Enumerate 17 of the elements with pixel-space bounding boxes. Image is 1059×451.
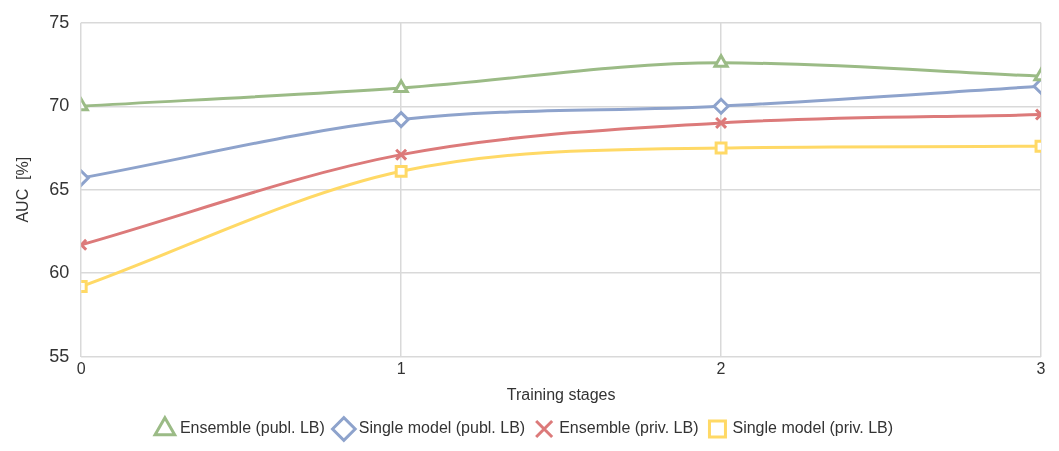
x-axis-title: Training stages <box>506 385 616 403</box>
point <box>713 54 729 68</box>
point <box>393 79 409 93</box>
y-tick-label: 55 <box>49 345 70 366</box>
y-tick-label: 60 <box>49 262 70 283</box>
legend-label: Ensemble (priv. LB) <box>559 419 699 437</box>
legend-label: Single model (priv. LB) <box>732 419 894 437</box>
y-axis-title: AUC [%] <box>14 156 32 223</box>
legend-label: Ensemble (publ. LB) <box>179 419 325 437</box>
y-tick-label: 75 <box>49 11 70 32</box>
x-tick-label: 0 <box>76 359 86 377</box>
x-tick-label: 3 <box>1036 359 1046 377</box>
legend-label: Single model (publ. LB) <box>358 419 526 437</box>
y-tick-label: 70 <box>49 95 70 116</box>
y-tick-label: 65 <box>49 178 70 199</box>
x-tick-label: 1 <box>396 359 406 377</box>
x-tick-label: 2 <box>716 359 726 377</box>
